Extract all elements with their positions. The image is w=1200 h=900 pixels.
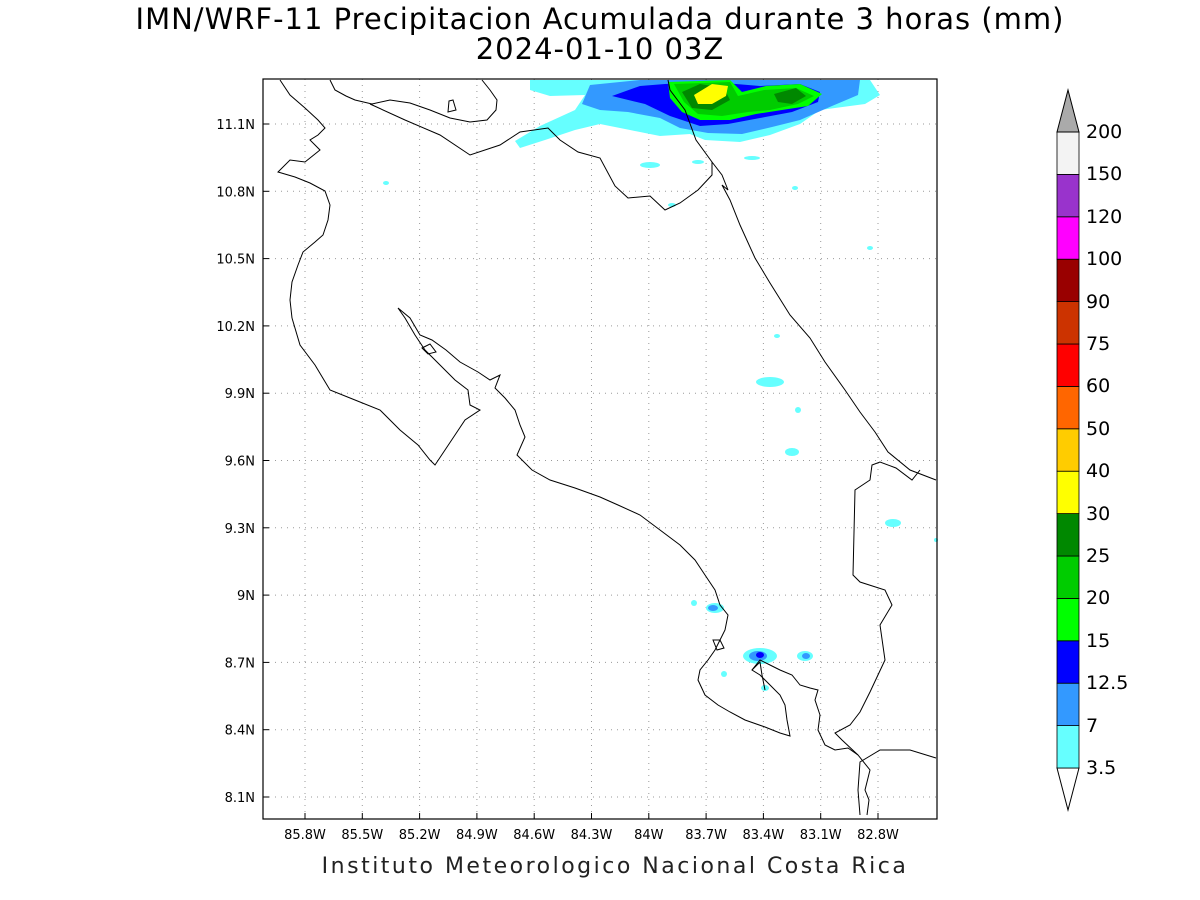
colorbar-box: [1056, 682, 1080, 727]
lon-tick-label: 84.6W: [513, 828, 555, 843]
colorbar-box: [1056, 301, 1080, 345]
colorbar-level-label: 25: [1086, 545, 1111, 567]
lat-tick-label: 8.4N: [225, 724, 255, 739]
colorbar-box: [1056, 598, 1080, 642]
colorbar-box: [1056, 385, 1080, 430]
institution-credit: Instituto Meteorologico Nacional Costa R…: [321, 854, 909, 879]
precip-scattered-cells: [383, 156, 938, 691]
colorbar-level-label: 100: [1086, 248, 1123, 271]
lon-tick-label: 85.5W: [341, 828, 383, 843]
lon-tick-label: 85.2W: [399, 828, 441, 843]
colorbar-level-label: 200: [1086, 121, 1123, 143]
colorbar-level-label: 150: [1086, 163, 1123, 186]
lon-tick-label: 85.8W: [284, 828, 326, 843]
latitude-tick-labels: 11.1N 10.8N 10.5N 10.2N 9.9N 9.6N 9.3N 9N 8.7N 8.…: [216, 118, 269, 806]
precip-area-30mm: [694, 84, 728, 104]
lon-tick-label: 84.9W: [456, 828, 498, 843]
nicaragua-costa-rica-border: [277, 79, 331, 319]
colorbar-box: [1056, 513, 1080, 557]
colorbar: [1056, 88, 1080, 812]
lon-tick-label: 84.3W: [571, 828, 613, 843]
lat-tick-label: 9.6N: [225, 455, 255, 470]
lat-tick-label: 8.7N: [225, 656, 255, 671]
colorbar-box: [1056, 131, 1080, 175]
colorbar-box: [1056, 725, 1080, 769]
colorbar-above-triangle: [1056, 88, 1080, 133]
osa-peninsula-inner: [712, 639, 725, 651]
northern-border: [369, 79, 713, 211]
precipitation-shading: [383, 80, 938, 691]
nicaragua-lake-shore: [329, 79, 498, 123]
colorbar-box: [1056, 216, 1080, 260]
colorbar-box: [1056, 343, 1080, 387]
lon-tick-label: 82.8W: [857, 828, 899, 843]
colorbar-level-label: 15: [1086, 629, 1111, 652]
lon-tick-label: 83.4W: [742, 828, 784, 843]
colorbar-level-label: 75: [1086, 333, 1111, 355]
colorbar-below-triangle: [1056, 767, 1080, 812]
colorbar-level-label: 120: [1086, 205, 1123, 228]
colorbar-level-label: 3.5: [1086, 757, 1117, 779]
colorbar-box: [1056, 470, 1080, 515]
longitude-tick-labels: 85.8W 85.5W 85.2W 84.9W 84.6W 84.3W 84W 83.7W 83…: [284, 813, 899, 843]
lat-tick-label: 8.1N: [225, 791, 255, 806]
lon-tick-label: 83.1W: [800, 828, 842, 843]
lat-tick-label: 10.2N: [216, 320, 255, 335]
colorbar-level-label: 50: [1086, 417, 1111, 440]
colorbar-level-label: 90: [1086, 290, 1111, 313]
colorbar-level-label: 30: [1086, 502, 1111, 525]
map-title: IMN/WRF-11 Precipitacion Acumulada duran…: [135, 2, 1065, 36]
pacific-coast: [291, 307, 859, 756]
coastlines-borders: [277, 79, 937, 816]
lake-island: [447, 99, 457, 113]
colorbar-level-label: 40: [1086, 460, 1111, 483]
panama-coast: [834, 461, 921, 816]
colorbar-level-label: 60: [1086, 375, 1111, 398]
map-gridlines: [263, 79, 937, 819]
nicoya-gulf-island: [421, 343, 437, 355]
lat-tick-label: 9.9N: [225, 387, 255, 402]
colorbar-level-label: 12.5: [1086, 672, 1129, 695]
golfo-dulce-inner: [751, 660, 766, 691]
colorbar-level-label: 20: [1086, 587, 1111, 610]
precip-cell-12.5mm: [756, 652, 764, 658]
lat-tick-label: 11.1N: [216, 118, 255, 133]
caribbean-coast: [711, 161, 937, 481]
colorbar-level-label: 7: [1086, 714, 1099, 737]
map-subtitle: 2024-01-10 03Z: [475, 32, 725, 66]
lon-tick-label: 84W: [634, 828, 664, 843]
lat-tick-label: 9.3N: [225, 522, 255, 537]
lat-tick-label: 9N: [237, 589, 255, 604]
colorbar-box: [1056, 428, 1080, 472]
lon-tick-label: 83.7W: [685, 828, 727, 843]
map-frame: [262, 78, 938, 820]
colorbar-box: [1056, 555, 1080, 599]
panama-border: [857, 749, 937, 816]
lat-tick-label: 10.5N: [216, 253, 255, 268]
colorbar-box: [1056, 640, 1080, 684]
colorbar-box: [1056, 173, 1080, 218]
lat-tick-label: 10.8N: [216, 185, 255, 200]
colorbar-box: [1056, 258, 1080, 303]
